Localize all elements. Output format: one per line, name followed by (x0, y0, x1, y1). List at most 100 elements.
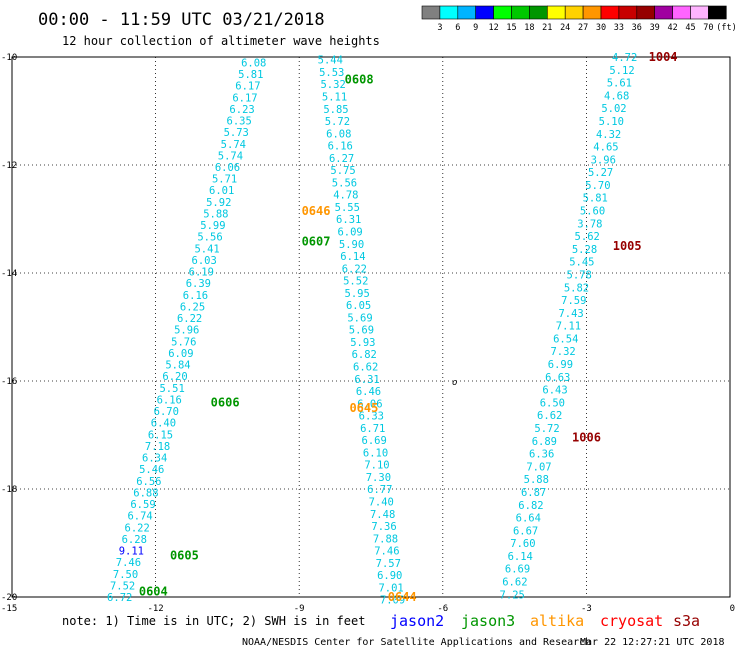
wave-height-value: 7.50 (113, 569, 138, 581)
wave-height-value: 6.19 (189, 267, 214, 279)
legend-swatch (439, 5, 459, 20)
wave-height-value: 5.88 (203, 208, 228, 220)
wave-height-value: 6.35 (227, 116, 252, 128)
legend-swatch (493, 5, 512, 20)
wave-height-value: 6.05 (346, 300, 371, 312)
wave-height-value: 5.70 (585, 180, 610, 192)
legend-label: 33 (614, 23, 624, 33)
wave-height-value: 5.81 (238, 69, 263, 81)
pass-number-label: 0606 (211, 396, 240, 410)
wave-height-value: 5.52 (343, 276, 368, 288)
wave-height-value: 6.06 (357, 398, 382, 410)
wave-height-value: 6.63 (545, 372, 570, 384)
wave-height-value: 6.72 (107, 592, 132, 604)
wave-height-value: 5.82 (564, 282, 589, 294)
wave-height-value: 6.88 (133, 487, 158, 499)
legend-swatch (475, 5, 494, 20)
legend-swatch (511, 5, 530, 20)
wave-height-value: 7.07 (526, 461, 551, 473)
wave-height-value: 3.96 (591, 154, 616, 166)
wave-height-value: 6.54 (553, 333, 578, 345)
wave-height-value: 6.67 (513, 525, 538, 537)
wave-height-value: 7.57 (376, 558, 401, 570)
wave-height-value: 6.08 (326, 128, 351, 140)
legend-swatch (672, 5, 691, 20)
legend-unit: (ft) (716, 23, 736, 33)
wave-height-value: 7.52 (110, 580, 135, 592)
satellite-legend-item: altika (530, 612, 584, 630)
wave-height-value: 5.75 (330, 165, 355, 177)
pass-number-label: 1004 (649, 50, 678, 64)
wave-height-value: 6.16 (328, 141, 353, 153)
wave-height-value: 6.69 (362, 435, 387, 447)
wave-height-value: 3.78 (577, 218, 602, 230)
wave-height-value: 6.27 (329, 153, 354, 165)
wave-height-value: 7.09 (380, 595, 405, 607)
wave-height-value: 7.43 (558, 308, 583, 320)
wave-height-value: 6.99 (548, 359, 573, 371)
wave-height-value: 6.14 (340, 251, 365, 263)
wave-height-value: 5.11 (322, 92, 347, 104)
wave-height-value: 6.82 (518, 500, 543, 512)
x-tick-label: -12 (147, 604, 163, 614)
wave-height-value: 5.46 (139, 464, 164, 476)
wave-height-value: 5.61 (607, 78, 632, 90)
wave-height-value: 7.46 (374, 546, 399, 558)
wave-height-value: 6.33 (359, 411, 384, 423)
wave-height-value: 9.11 (119, 546, 144, 558)
wave-height-value: 4.68 (604, 90, 629, 102)
wave-height-value: 6.90 (377, 570, 402, 582)
wave-height-value: 6.46 (356, 386, 381, 398)
wave-height-value: 6.06 (215, 162, 240, 174)
pass-number-label: 1005 (613, 239, 642, 253)
legend-label: 42 (667, 23, 677, 33)
wave-height-value: 5.96 (174, 325, 199, 337)
wave-height-value: 5.10 (599, 116, 624, 128)
timestamp: Mar 22 12:27:21 UTC 2018 (580, 637, 725, 648)
wave-height-value: 5.85 (323, 104, 348, 116)
wave-height-value: 6.03 (192, 255, 217, 267)
y-tick-label: -12 (1, 161, 17, 171)
credit-line: NOAA/NESDIS Center for Satellite Applica… (242, 637, 591, 648)
wave-height-value: 5.99 (200, 220, 225, 232)
wave-height-value: 5.62 (575, 231, 600, 243)
wave-height-value: 7.46 (116, 557, 141, 569)
pass-number-label: 0604 (139, 585, 168, 599)
wave-height-value: 7.40 (369, 497, 394, 509)
wave-height-value: 6.31 (354, 374, 379, 386)
wave-height-value: 6.62 (353, 362, 378, 374)
legend-swatch (708, 5, 727, 20)
wave-height-value: 6.17 (235, 81, 260, 93)
legend-label: 15 (506, 23, 516, 33)
wave-height-value: 6.25 (180, 301, 205, 313)
wave-height-value: 4.72 (612, 52, 637, 64)
pass-number-label: 0644 (388, 590, 417, 604)
legend-swatch (690, 5, 709, 20)
pass-number-label: 0645 (349, 401, 378, 415)
wave-height-value: 7.18 (145, 441, 170, 453)
wave-height-value: 6.71 (360, 423, 385, 435)
wave-height-value: 5.93 (350, 337, 375, 349)
wave-height-value: 6.09 (337, 227, 362, 239)
wave-height-value: 5.56 (332, 177, 357, 189)
wave-height-value: 6.08 (241, 57, 266, 69)
wave-height-value: 5.69 (347, 312, 372, 324)
wave-height-value: 7.48 (370, 509, 395, 521)
wave-height-value: 5.84 (165, 360, 190, 372)
wave-height-value: 5.60 (580, 206, 605, 218)
wave-height-value: 4.65 (593, 142, 618, 154)
wave-height-value: 5.72 (534, 423, 559, 435)
wave-height-value: 6.10 (363, 447, 388, 459)
wave-height-value: 6.36 (529, 449, 554, 461)
legend-swatch (636, 5, 655, 20)
wave-height-value: 5.28 (572, 244, 597, 256)
wave-height-value: 4.78 (333, 190, 358, 202)
wave-height-value: 5.95 (345, 288, 370, 300)
wave-height-value: 6.22 (342, 263, 367, 275)
wave-height-value: 5.44 (318, 55, 343, 67)
wave-height-value: 5.90 (339, 239, 364, 251)
x-tick-label: 0 (730, 604, 735, 614)
legend-label: 6 (455, 23, 460, 33)
axis-ticks: -10 -12 -14 -16 -18 -20-15 -12 -9 -6 -3 0 (1, 53, 735, 614)
